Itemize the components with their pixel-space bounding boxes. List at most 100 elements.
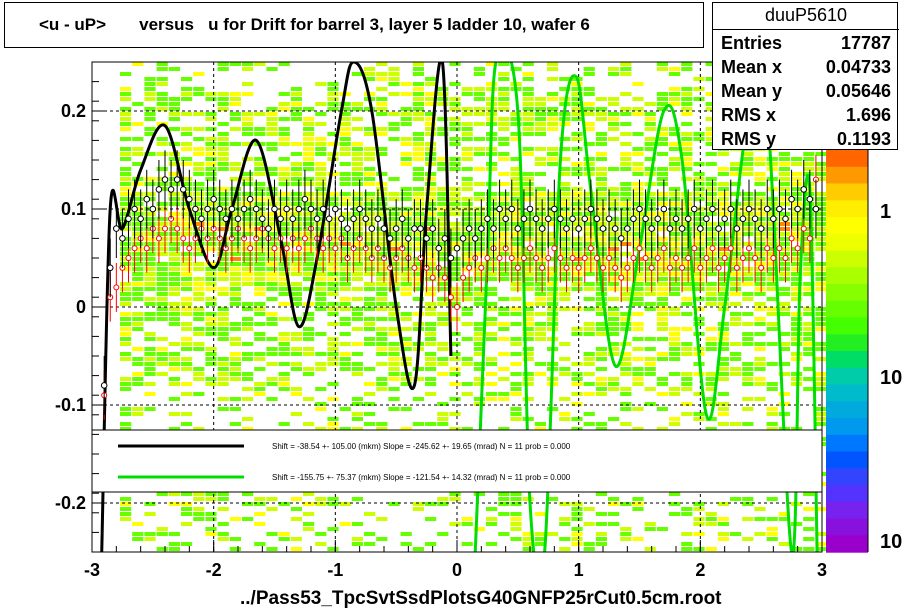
heatmap-cell bbox=[473, 527, 485, 531]
heatmap-cell bbox=[400, 327, 412, 331]
red-profile-point bbox=[618, 274, 625, 281]
heatmap-cell bbox=[229, 177, 241, 181]
black-profile-point bbox=[581, 215, 589, 223]
red-profile-point bbox=[697, 264, 704, 271]
heatmap-cell bbox=[351, 242, 363, 246]
heatmap-cell bbox=[705, 252, 717, 256]
heatmap-cell bbox=[156, 107, 168, 111]
heatmap-cell bbox=[620, 217, 632, 221]
heatmap-cell bbox=[717, 282, 729, 286]
heatmap-cell bbox=[510, 167, 522, 171]
heatmap-cell bbox=[437, 357, 449, 361]
heatmap-cell bbox=[547, 532, 559, 536]
heatmap-cell bbox=[193, 292, 205, 296]
heatmap-cell bbox=[559, 277, 571, 281]
heatmap-cell bbox=[242, 252, 254, 256]
heatmap-cell bbox=[656, 142, 668, 146]
heatmap-cell bbox=[290, 202, 302, 206]
heatmap-cell bbox=[217, 532, 229, 536]
heatmap-cell bbox=[608, 252, 620, 256]
heatmap-cell bbox=[559, 172, 571, 176]
heatmap-cell bbox=[193, 207, 205, 211]
heatmap-cell bbox=[498, 107, 510, 111]
heatmap-cell bbox=[437, 127, 449, 131]
color-scale-band bbox=[826, 250, 868, 268]
heatmap-cell bbox=[644, 137, 656, 141]
heatmap-cell bbox=[510, 517, 522, 521]
heatmap-cell bbox=[522, 177, 534, 181]
heatmap-cell bbox=[193, 72, 205, 76]
heatmap-cell bbox=[534, 112, 546, 116]
heatmap-cell bbox=[705, 522, 717, 526]
heatmap-cell bbox=[242, 427, 254, 431]
heatmap-cell bbox=[376, 252, 388, 256]
heatmap-cell bbox=[254, 167, 266, 171]
heatmap-cell bbox=[754, 332, 766, 336]
heatmap-cell bbox=[205, 202, 217, 206]
heatmap-cell bbox=[791, 192, 803, 196]
heatmap-cell bbox=[376, 232, 388, 236]
heatmap-cell bbox=[644, 157, 656, 161]
heatmap-cell bbox=[498, 172, 510, 176]
heatmap-cell bbox=[351, 252, 363, 256]
heatmap-cell bbox=[364, 402, 376, 406]
heatmap-cell bbox=[132, 312, 144, 316]
heatmap-cell bbox=[351, 327, 363, 331]
black-profile-point bbox=[411, 225, 418, 232]
heatmap-cell bbox=[217, 152, 229, 156]
heatmap-cell bbox=[315, 152, 327, 156]
heatmap-cell bbox=[132, 322, 144, 326]
heatmap-cell bbox=[705, 197, 717, 201]
heatmap-cell bbox=[461, 182, 473, 186]
heatmap-cell bbox=[412, 147, 424, 151]
color-scale-band bbox=[826, 518, 868, 536]
heatmap-cell bbox=[791, 252, 803, 256]
heatmap-cell bbox=[181, 347, 193, 351]
heatmap-cell bbox=[168, 302, 180, 306]
heatmap-cell bbox=[656, 132, 668, 136]
heatmap-cell bbox=[437, 202, 449, 206]
heatmap-cell bbox=[168, 237, 180, 241]
heatmap-cell bbox=[534, 297, 546, 301]
heatmap-cell bbox=[791, 342, 803, 346]
heatmap-cell bbox=[669, 132, 681, 136]
black-profile-point bbox=[648, 225, 655, 232]
heatmap-cell bbox=[120, 212, 132, 216]
color-scale-band bbox=[826, 200, 868, 218]
heatmap-cell bbox=[229, 377, 241, 381]
heatmap-cell bbox=[583, 522, 595, 526]
heatmap-cell bbox=[120, 292, 132, 296]
heatmap-cell bbox=[303, 157, 315, 161]
heatmap-cell bbox=[412, 107, 424, 111]
heatmap-cell bbox=[266, 112, 278, 116]
heatmap-cell bbox=[193, 342, 205, 346]
heatmap-cell bbox=[778, 262, 790, 266]
heatmap-cell bbox=[278, 342, 290, 346]
heatmap-cell bbox=[754, 272, 766, 276]
heatmap-cell bbox=[815, 507, 827, 511]
heatmap-cell bbox=[254, 247, 266, 251]
heatmap-cell bbox=[327, 382, 339, 386]
heatmap-cell bbox=[498, 327, 510, 331]
heatmap-cell bbox=[559, 247, 571, 251]
red-profile-point bbox=[715, 264, 722, 271]
heatmap-cell bbox=[656, 317, 668, 321]
heatmap-cell bbox=[278, 132, 290, 136]
heatmap-cell bbox=[449, 267, 461, 271]
red-profile-point bbox=[587, 245, 594, 252]
heatmap-cell bbox=[290, 392, 302, 396]
heatmap-cell bbox=[730, 232, 742, 236]
heatmap-cell bbox=[669, 92, 681, 96]
heatmap-cell bbox=[778, 252, 790, 256]
heatmap-cell bbox=[766, 277, 778, 281]
heatmap-cell bbox=[364, 237, 376, 241]
heatmap-cell bbox=[315, 102, 327, 106]
heatmap-cell bbox=[290, 297, 302, 301]
heatmap-cell bbox=[559, 517, 571, 521]
heatmap-cell bbox=[730, 192, 742, 196]
black-profile-point bbox=[684, 215, 692, 223]
stats-value: 0.1193 bbox=[836, 129, 891, 149]
red-profile-point bbox=[545, 255, 552, 261]
heatmap-cell bbox=[498, 307, 510, 311]
